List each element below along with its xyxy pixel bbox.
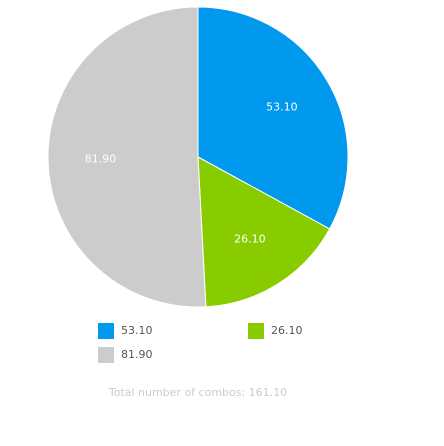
legend-label: 26.10: [271, 324, 303, 337]
pie-slice: [197, 6, 349, 230]
slice-label: 26.10: [234, 233, 266, 246]
pie-slice: [197, 156, 331, 308]
legend-label: 53.10: [121, 324, 153, 337]
pie-slice: [47, 6, 207, 308]
slice-label: 53.10: [266, 100, 298, 113]
legend-swatch: [248, 323, 264, 339]
legend-swatch: [98, 347, 114, 363]
legend-swatch: [98, 323, 114, 339]
legend-label: 81.90: [121, 348, 153, 361]
slice-label: 81.90: [85, 153, 117, 166]
caption: Total number of combos: 161.10: [108, 386, 287, 399]
